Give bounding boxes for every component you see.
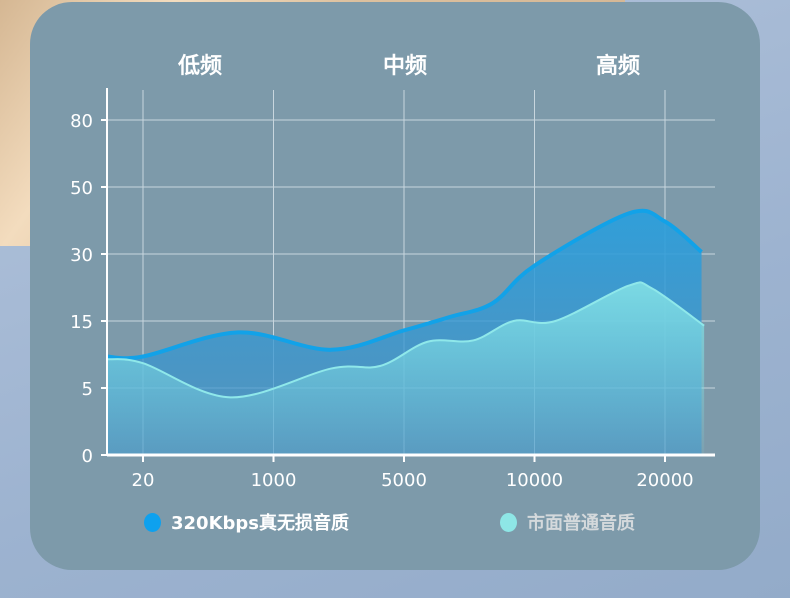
band-label-high: 高频 [595, 54, 640, 79]
legend-item-lossless: 320Kbps真无损音质 [144, 509, 349, 535]
y-tick-label: 0 [82, 446, 93, 467]
legend-dot-icon [144, 512, 161, 532]
legend-label: 320Kbps真无损音质 [171, 513, 350, 534]
legend-item-normal: 市面普通音质 [500, 509, 635, 535]
y-tick-label: 50 [70, 178, 93, 199]
x-tick-label: 10000 [506, 470, 563, 491]
line-normal [106, 281, 705, 399]
x-tick-label: 20000 [636, 470, 693, 491]
x-tick-label: 5000 [381, 470, 427, 491]
y-tick-label: 30 [70, 245, 93, 266]
band-label-mid: 中频 [382, 54, 427, 79]
y-tick-label: 80 [70, 111, 93, 132]
y-tick-label: 5 [82, 379, 93, 400]
band-label-low: 低频 [177, 54, 222, 79]
y-tick-label: 15 [70, 312, 93, 333]
legend-dot-icon [500, 512, 517, 532]
x-tick-label: 20 [132, 470, 155, 491]
line-lossless [106, 208, 703, 361]
x-tick-label: 1000 [251, 470, 297, 491]
legend-label: 市面普通音质 [527, 513, 635, 534]
area-normal [106, 282, 705, 455]
